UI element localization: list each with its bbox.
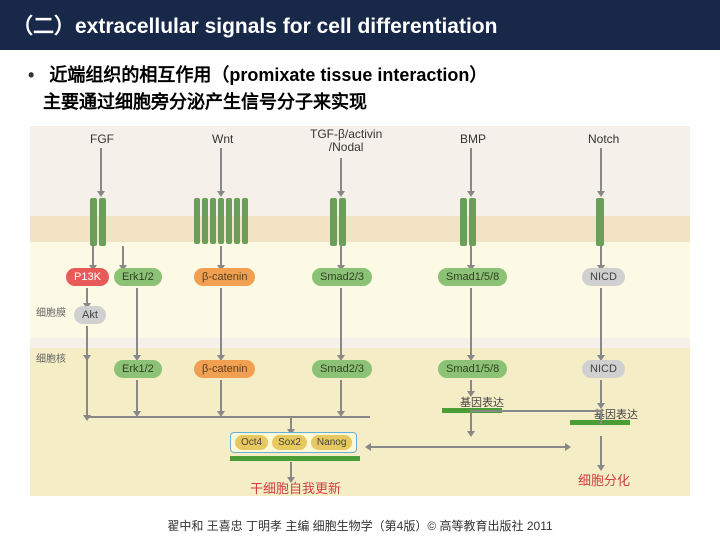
- nucleus-label: 细胞核: [36, 350, 66, 365]
- arrow: [600, 288, 602, 356]
- arrow: [220, 288, 222, 356]
- arrow: [470, 148, 472, 192]
- title-bar: （二）extracellular signals for cell differ…: [0, 0, 720, 50]
- arrow: [600, 436, 602, 466]
- arrow: [600, 246, 602, 266]
- arrow: [470, 412, 472, 432]
- pw-fgf-label: FGF: [90, 132, 114, 146]
- footer-credit: 翟中和 王喜忠 丁明孝 主编 细胞生物学（第4版）© 高等教育出版社 2011: [0, 517, 720, 534]
- dna-bar: [230, 456, 360, 461]
- box-erk12: Erk1/2: [114, 268, 162, 286]
- arrow: [92, 246, 94, 266]
- self-renewal-label: 干细胞自我更新: [250, 478, 341, 497]
- box-nicd: NICD: [582, 268, 625, 286]
- bullet-line1: 近端组织的相互作用（promixate tissue interaction）: [49, 65, 487, 85]
- arrow: [290, 416, 292, 430]
- arrow: [220, 246, 222, 266]
- zone-cytoplasm: [30, 242, 690, 338]
- box-smad158: Smad1/5/8: [438, 268, 507, 286]
- bullet-dot: •: [28, 65, 34, 85]
- arrow: [136, 288, 138, 356]
- conv-line-right: [470, 410, 600, 412]
- membrane-label: 细胞膜: [36, 304, 66, 319]
- arrow: [340, 246, 342, 266]
- arrow: [470, 288, 472, 356]
- arrow: [470, 246, 472, 266]
- arrow: [136, 380, 138, 412]
- pw-notch-label: Notch: [588, 132, 619, 146]
- box-p13k: P13K: [66, 268, 109, 286]
- conv-v: [600, 410, 602, 424]
- zone-nuclear-membrane: [30, 338, 690, 348]
- box-smad23-nuc: Smad2/3: [312, 360, 372, 378]
- receptor-bmp: [460, 198, 476, 246]
- arrow: [220, 380, 222, 412]
- arrow-akt-down: [86, 358, 88, 416]
- signaling-diagram: 细胞膜 细胞核 FGF Wnt TGF-β/activin/Nodal BMP …: [30, 126, 690, 496]
- arrow: [600, 380, 602, 404]
- pw-tgf-label: TGF-β/activin/Nodal: [310, 128, 382, 154]
- arrow: [600, 148, 602, 192]
- box-sox2: Sox2: [272, 435, 307, 450]
- bullet-line2: 主要通过细胞旁分泌产生信号分子来实现: [43, 92, 367, 112]
- box-erk12-nuc: Erk1/2: [114, 360, 162, 378]
- arrow: [100, 148, 102, 192]
- slide-title: （二）extracellular signals for cell differ…: [12, 15, 497, 38]
- box-nicd-nuc: NICD: [582, 360, 625, 378]
- box-smad23: Smad2/3: [312, 268, 372, 286]
- arrow: [340, 158, 342, 192]
- receptor-wnt: [194, 198, 248, 244]
- box-bcat: β-catenin: [194, 268, 255, 286]
- arrow: [86, 288, 88, 304]
- box-bcat-nuc: β-catenin: [194, 360, 255, 378]
- arrow: [122, 246, 124, 266]
- arrow: [290, 462, 292, 478]
- conv-line-left: [86, 416, 370, 418]
- differentiation-label: 细胞分化: [578, 470, 630, 489]
- pw-wnt-label: Wnt: [212, 132, 233, 146]
- zone-membrane: [30, 216, 690, 242]
- arrow: [340, 288, 342, 356]
- receptor-notch: [596, 198, 604, 246]
- bullet-paragraph: • 近端组织的相互作用（promixate tissue interaction…: [0, 50, 720, 122]
- tf-group: Oct4 Sox2 Nanog: [230, 432, 357, 453]
- arrow: [220, 148, 222, 192]
- receptor-tgf: [330, 198, 346, 246]
- arrow: [86, 326, 88, 356]
- arrow-hl: [370, 446, 566, 448]
- pw-bmp-label: BMP: [460, 132, 486, 146]
- box-nanog: Nanog: [311, 435, 352, 450]
- box-smad158-nuc: Smad1/5/8: [438, 360, 507, 378]
- box-akt: Akt: [74, 306, 106, 324]
- box-oct4: Oct4: [235, 435, 268, 450]
- arrow: [470, 380, 472, 392]
- receptor-fgf: [90, 198, 106, 246]
- arrow: [340, 380, 342, 412]
